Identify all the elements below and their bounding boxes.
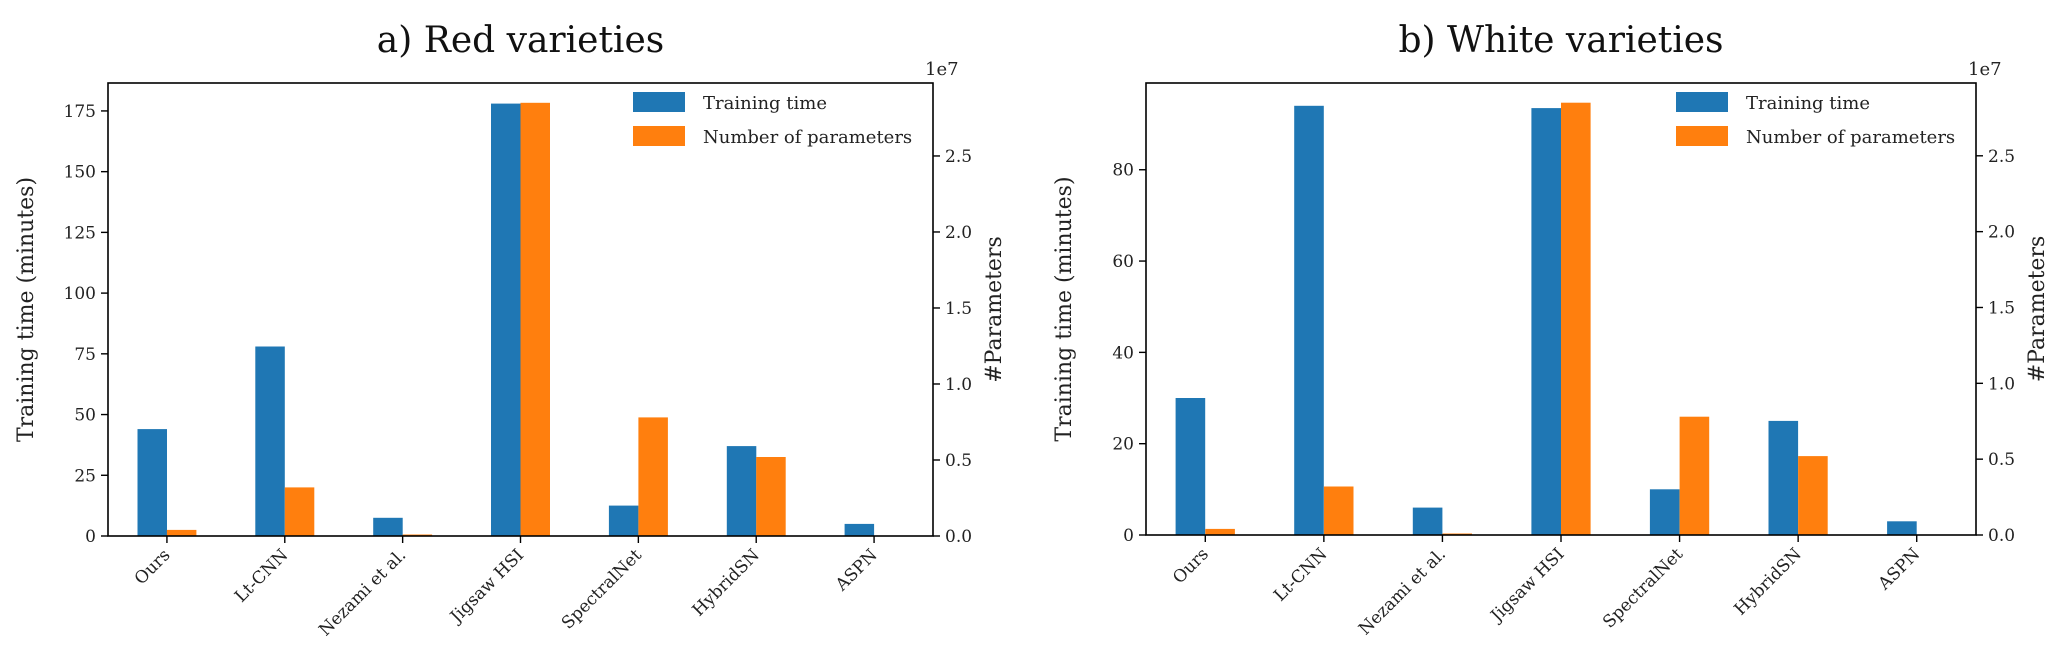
category-label: Jigsaw HSI xyxy=(445,545,528,628)
parameters-bar xyxy=(284,487,315,536)
category-label: Nezami et al. xyxy=(315,545,410,640)
parameters-bar xyxy=(1798,456,1828,535)
legend-label: Training time xyxy=(703,93,827,114)
y-tick-label: 125 xyxy=(64,223,96,243)
y2-exponent-label: 1e7 xyxy=(925,59,959,80)
training-time-bar xyxy=(1768,420,1799,535)
parameters-bar xyxy=(1205,528,1235,535)
y-tick-label: 150 xyxy=(64,163,96,183)
parameters-bar xyxy=(1323,486,1354,535)
y2-axis-title: #Parameters xyxy=(2025,236,2050,383)
legend-swatch xyxy=(633,92,685,112)
training-time-bar xyxy=(1175,398,1206,535)
training-time-bar xyxy=(1649,489,1680,535)
parameters-bar xyxy=(638,417,668,536)
y2-tick-label: 0.5 xyxy=(1988,450,2015,470)
category-label: HybridSN xyxy=(1731,544,1806,619)
y-axis-title: Training time (minutes) xyxy=(14,177,39,442)
y2-tick-label: 1.0 xyxy=(945,375,972,395)
y2-tick-label: 1.0 xyxy=(1988,374,2015,394)
legend-swatch xyxy=(1676,92,1728,112)
legend-label: Number of parameters xyxy=(703,127,912,148)
training-time-bar xyxy=(1531,108,1561,535)
training-time-bar xyxy=(255,346,285,536)
legend-swatch xyxy=(633,126,685,146)
parameters-bar xyxy=(520,102,550,537)
y2-tick-label: 0.0 xyxy=(945,527,972,547)
training-time-bar xyxy=(491,103,521,536)
training-time-bar xyxy=(844,523,875,536)
y-tick-label: 75 xyxy=(74,345,96,365)
legend-label: Number of parameters xyxy=(1746,127,1955,148)
chart-title: b) White varieties xyxy=(1398,20,1723,61)
training-time-bar xyxy=(1294,105,1324,536)
category-label: ASPN xyxy=(1874,544,1924,594)
category-label: Jigsaw HSI xyxy=(1486,544,1569,627)
y2-axis-title: #Parameters xyxy=(982,236,1007,383)
category-label: Ours xyxy=(131,545,175,589)
y2-tick-label: 0.0 xyxy=(1988,526,2015,546)
y-tick-label: 50 xyxy=(74,406,96,426)
training-time-bar xyxy=(1412,507,1443,535)
y2-tick-label: 1.5 xyxy=(945,299,972,319)
y-tick-label: 20 xyxy=(1112,435,1134,455)
category-label: SpectralNet xyxy=(1599,544,1687,632)
parameters-bar xyxy=(756,457,786,536)
y2-tick-label: 2.0 xyxy=(945,223,972,243)
y2-tick-label: 2.0 xyxy=(1988,223,2015,243)
y2-tick-label: 2.5 xyxy=(1988,147,2015,167)
training-time-bar xyxy=(137,429,167,536)
training-time-bar xyxy=(1887,521,1917,535)
legend-swatch xyxy=(1676,126,1728,146)
parameters-bar xyxy=(1561,102,1591,535)
training-time-bar xyxy=(608,505,639,536)
y-tick-label: 80 xyxy=(1112,161,1134,181)
y-tick-label: 0 xyxy=(1123,526,1134,546)
y-tick-label: 25 xyxy=(74,466,96,486)
category-label: HybridSN xyxy=(689,545,764,620)
category-label: Lt-CNN xyxy=(231,545,292,606)
chart-title: a) Red varieties xyxy=(377,20,664,61)
y2-exponent-label: 1e7 xyxy=(1968,59,2002,80)
parameters-bar xyxy=(1679,416,1710,535)
y-tick-label: 40 xyxy=(1112,343,1134,363)
parameters-bar xyxy=(166,529,197,536)
category-label: Ours xyxy=(1169,544,1213,588)
y-axis-title: Training time (minutes) xyxy=(1052,176,1077,441)
y2-tick-label: 0.5 xyxy=(945,451,972,471)
training-time-bar xyxy=(726,446,757,536)
plot-frame xyxy=(107,82,934,537)
y-tick-label: 60 xyxy=(1112,252,1134,272)
y-tick-label: 100 xyxy=(64,284,96,304)
y-tick-label: 0 xyxy=(85,527,96,547)
y-tick-label: 175 xyxy=(64,102,96,122)
legend-label: Training time xyxy=(1746,93,1870,114)
training-time-bar xyxy=(373,517,403,536)
y2-tick-label: 1.5 xyxy=(1988,298,2015,318)
plot-frame xyxy=(1145,82,1977,536)
category-label: Nezami et al. xyxy=(1355,544,1450,639)
y2-tick-label: 2.5 xyxy=(945,147,972,167)
category-label: ASPN xyxy=(831,545,881,595)
category-label: Lt-CNN xyxy=(1270,544,1331,605)
category-label: SpectralNet xyxy=(558,545,646,633)
